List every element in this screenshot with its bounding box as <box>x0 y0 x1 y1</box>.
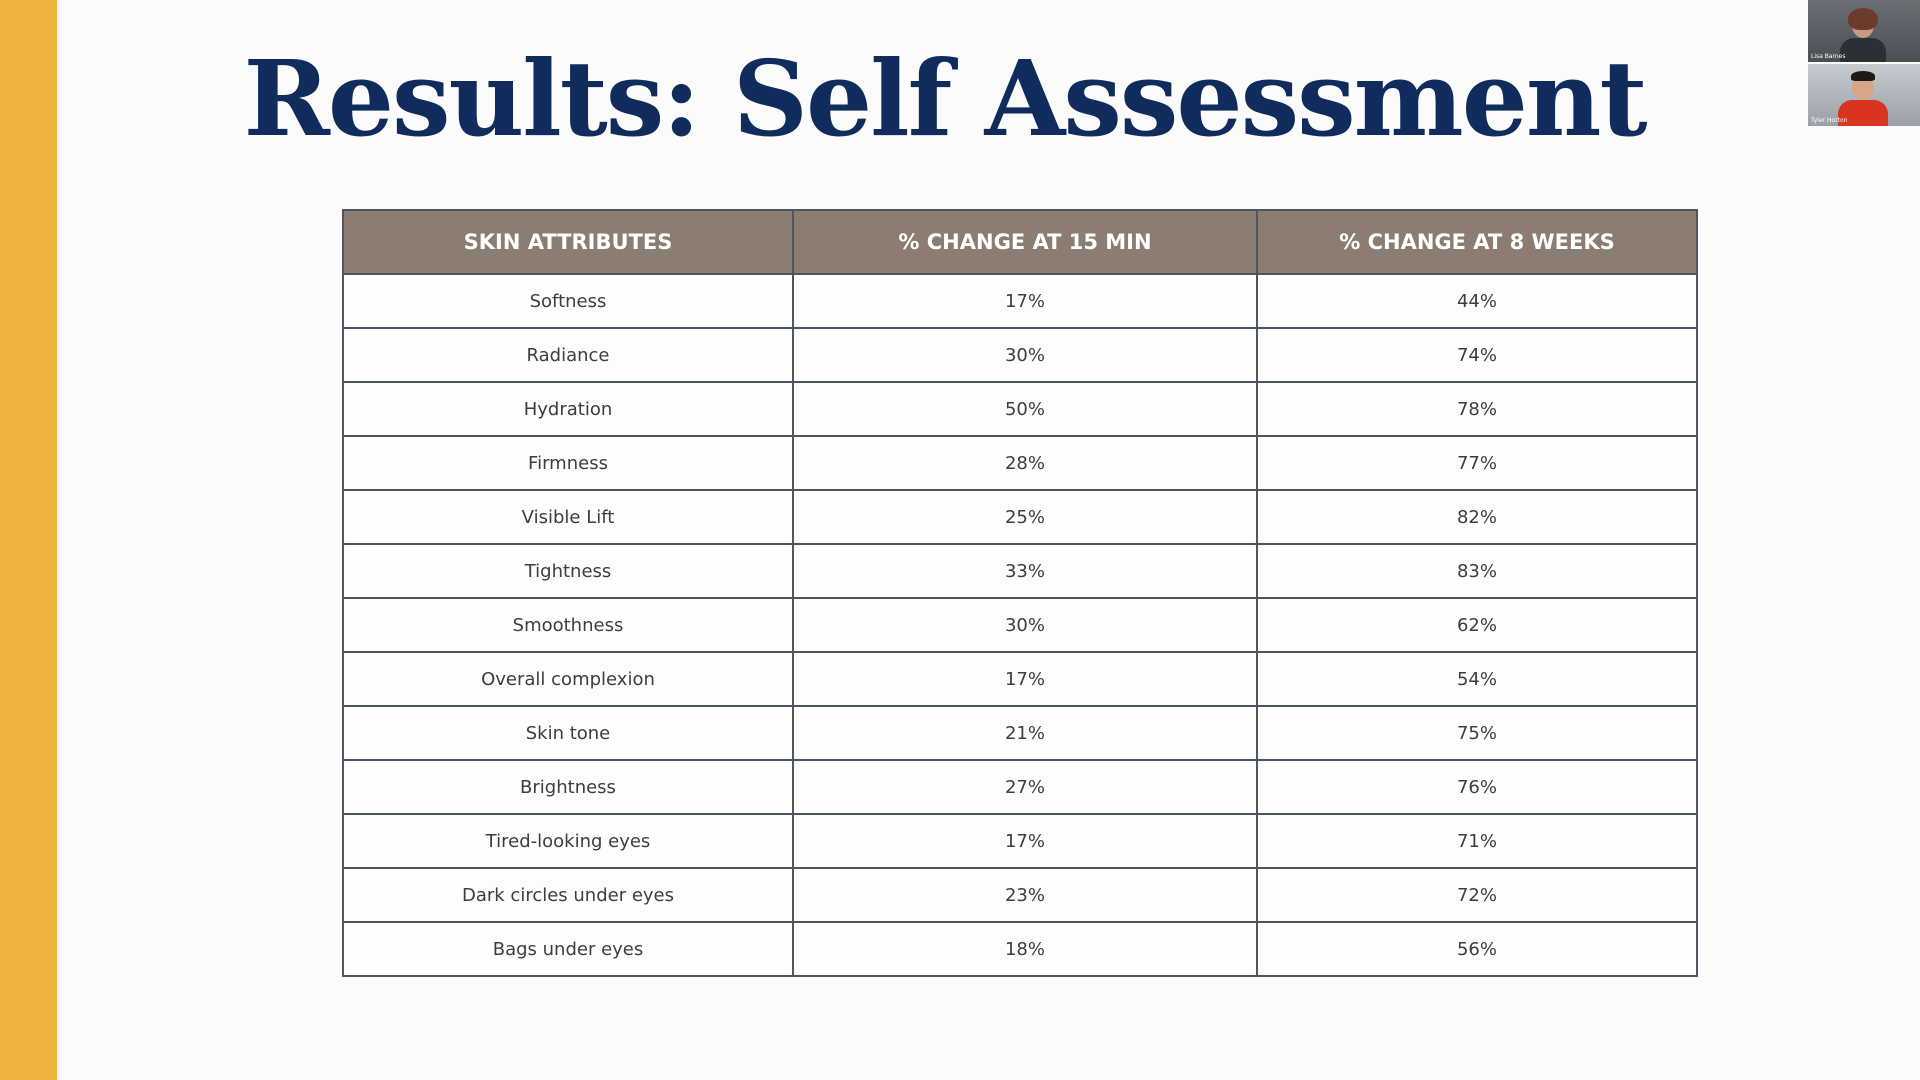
attribute-cell: Brightness <box>342 759 794 815</box>
table-row: Hydration 50% 78% <box>342 381 1698 437</box>
change-8-weeks-cell: 44% <box>1256 273 1698 329</box>
attribute-cell: Visible Lift <box>342 489 794 545</box>
table-row: Tired-looking eyes 17% 71% <box>342 813 1698 869</box>
table-row: Radiance 30% 74% <box>342 327 1698 383</box>
change-15-min-cell: 33% <box>792 543 1258 599</box>
change-15-min-cell: 17% <box>792 813 1258 869</box>
table-row: Brightness 27% 76% <box>342 759 1698 815</box>
change-15-min-cell: 27% <box>792 759 1258 815</box>
change-8-weeks-cell: 54% <box>1256 651 1698 707</box>
attribute-cell: Softness <box>342 273 794 329</box>
change-15-min-cell: 28% <box>792 435 1258 491</box>
participant-video-panel: Lisa Barnes Tyler Horton <box>1808 0 1920 128</box>
table-row: Dark circles under eyes 23% 72% <box>342 867 1698 923</box>
change-15-min-cell: 23% <box>792 867 1258 923</box>
table-row: Bags under eyes 18% 56% <box>342 921 1698 977</box>
change-8-weeks-cell: 75% <box>1256 705 1698 761</box>
attribute-cell: Firmness <box>342 435 794 491</box>
table-row: Tightness 33% 83% <box>342 543 1698 599</box>
change-15-min-cell: 18% <box>792 921 1258 977</box>
change-15-min-cell: 21% <box>792 705 1258 761</box>
change-8-weeks-cell: 77% <box>1256 435 1698 491</box>
attribute-cell: Smoothness <box>342 597 794 653</box>
change-8-weeks-cell: 76% <box>1256 759 1698 815</box>
attribute-cell: Tightness <box>342 543 794 599</box>
table-row: Softness 17% 44% <box>342 273 1698 329</box>
change-15-min-cell: 17% <box>792 651 1258 707</box>
table-row: Smoothness 30% 62% <box>342 597 1698 653</box>
table-row: Visible Lift 25% 82% <box>342 489 1698 545</box>
slide-title: Results: Self Assessment <box>243 37 1647 160</box>
change-15-min-cell: 50% <box>792 381 1258 437</box>
participant-name: Lisa Barnes <box>1811 53 1846 60</box>
attribute-cell: Radiance <box>342 327 794 383</box>
participant-name: Tyler Horton <box>1811 117 1848 124</box>
table-header-row: SKIN ATTRIBUTES % CHANGE AT 15 MIN % CHA… <box>342 209 1698 275</box>
change-8-weeks-cell: 83% <box>1256 543 1698 599</box>
change-8-weeks-cell: 71% <box>1256 813 1698 869</box>
table-row: Skin tone 21% 75% <box>342 705 1698 761</box>
change-15-min-cell: 25% <box>792 489 1258 545</box>
participant-video-tile[interactable]: Lisa Barnes <box>1808 0 1920 62</box>
attribute-cell: Bags under eyes <box>342 921 794 977</box>
header-change-8-weeks: % CHANGE AT 8 WEEKS <box>1256 209 1698 275</box>
attribute-cell: Hydration <box>342 381 794 437</box>
change-8-weeks-cell: 56% <box>1256 921 1698 977</box>
change-8-weeks-cell: 82% <box>1256 489 1698 545</box>
attribute-cell: Dark circles under eyes <box>342 867 794 923</box>
table-row: Firmness 28% 77% <box>342 435 1698 491</box>
header-change-15-min: % CHANGE AT 15 MIN <box>792 209 1258 275</box>
change-8-weeks-cell: 74% <box>1256 327 1698 383</box>
change-15-min-cell: 30% <box>792 597 1258 653</box>
header-skin-attributes: SKIN ATTRIBUTES <box>342 209 794 275</box>
attribute-cell: Overall complexion <box>342 651 794 707</box>
table-row: Overall complexion 17% 54% <box>342 651 1698 707</box>
accent-bar <box>0 0 57 1080</box>
attribute-cell: Tired-looking eyes <box>342 813 794 869</box>
results-table: SKIN ATTRIBUTES % CHANGE AT 15 MIN % CHA… <box>342 209 1698 977</box>
change-15-min-cell: 30% <box>792 327 1258 383</box>
change-8-weeks-cell: 62% <box>1256 597 1698 653</box>
attribute-cell: Skin tone <box>342 705 794 761</box>
change-8-weeks-cell: 72% <box>1256 867 1698 923</box>
change-8-weeks-cell: 78% <box>1256 381 1698 437</box>
participant-video-tile[interactable]: Tyler Horton <box>1808 64 1920 126</box>
change-15-min-cell: 17% <box>792 273 1258 329</box>
